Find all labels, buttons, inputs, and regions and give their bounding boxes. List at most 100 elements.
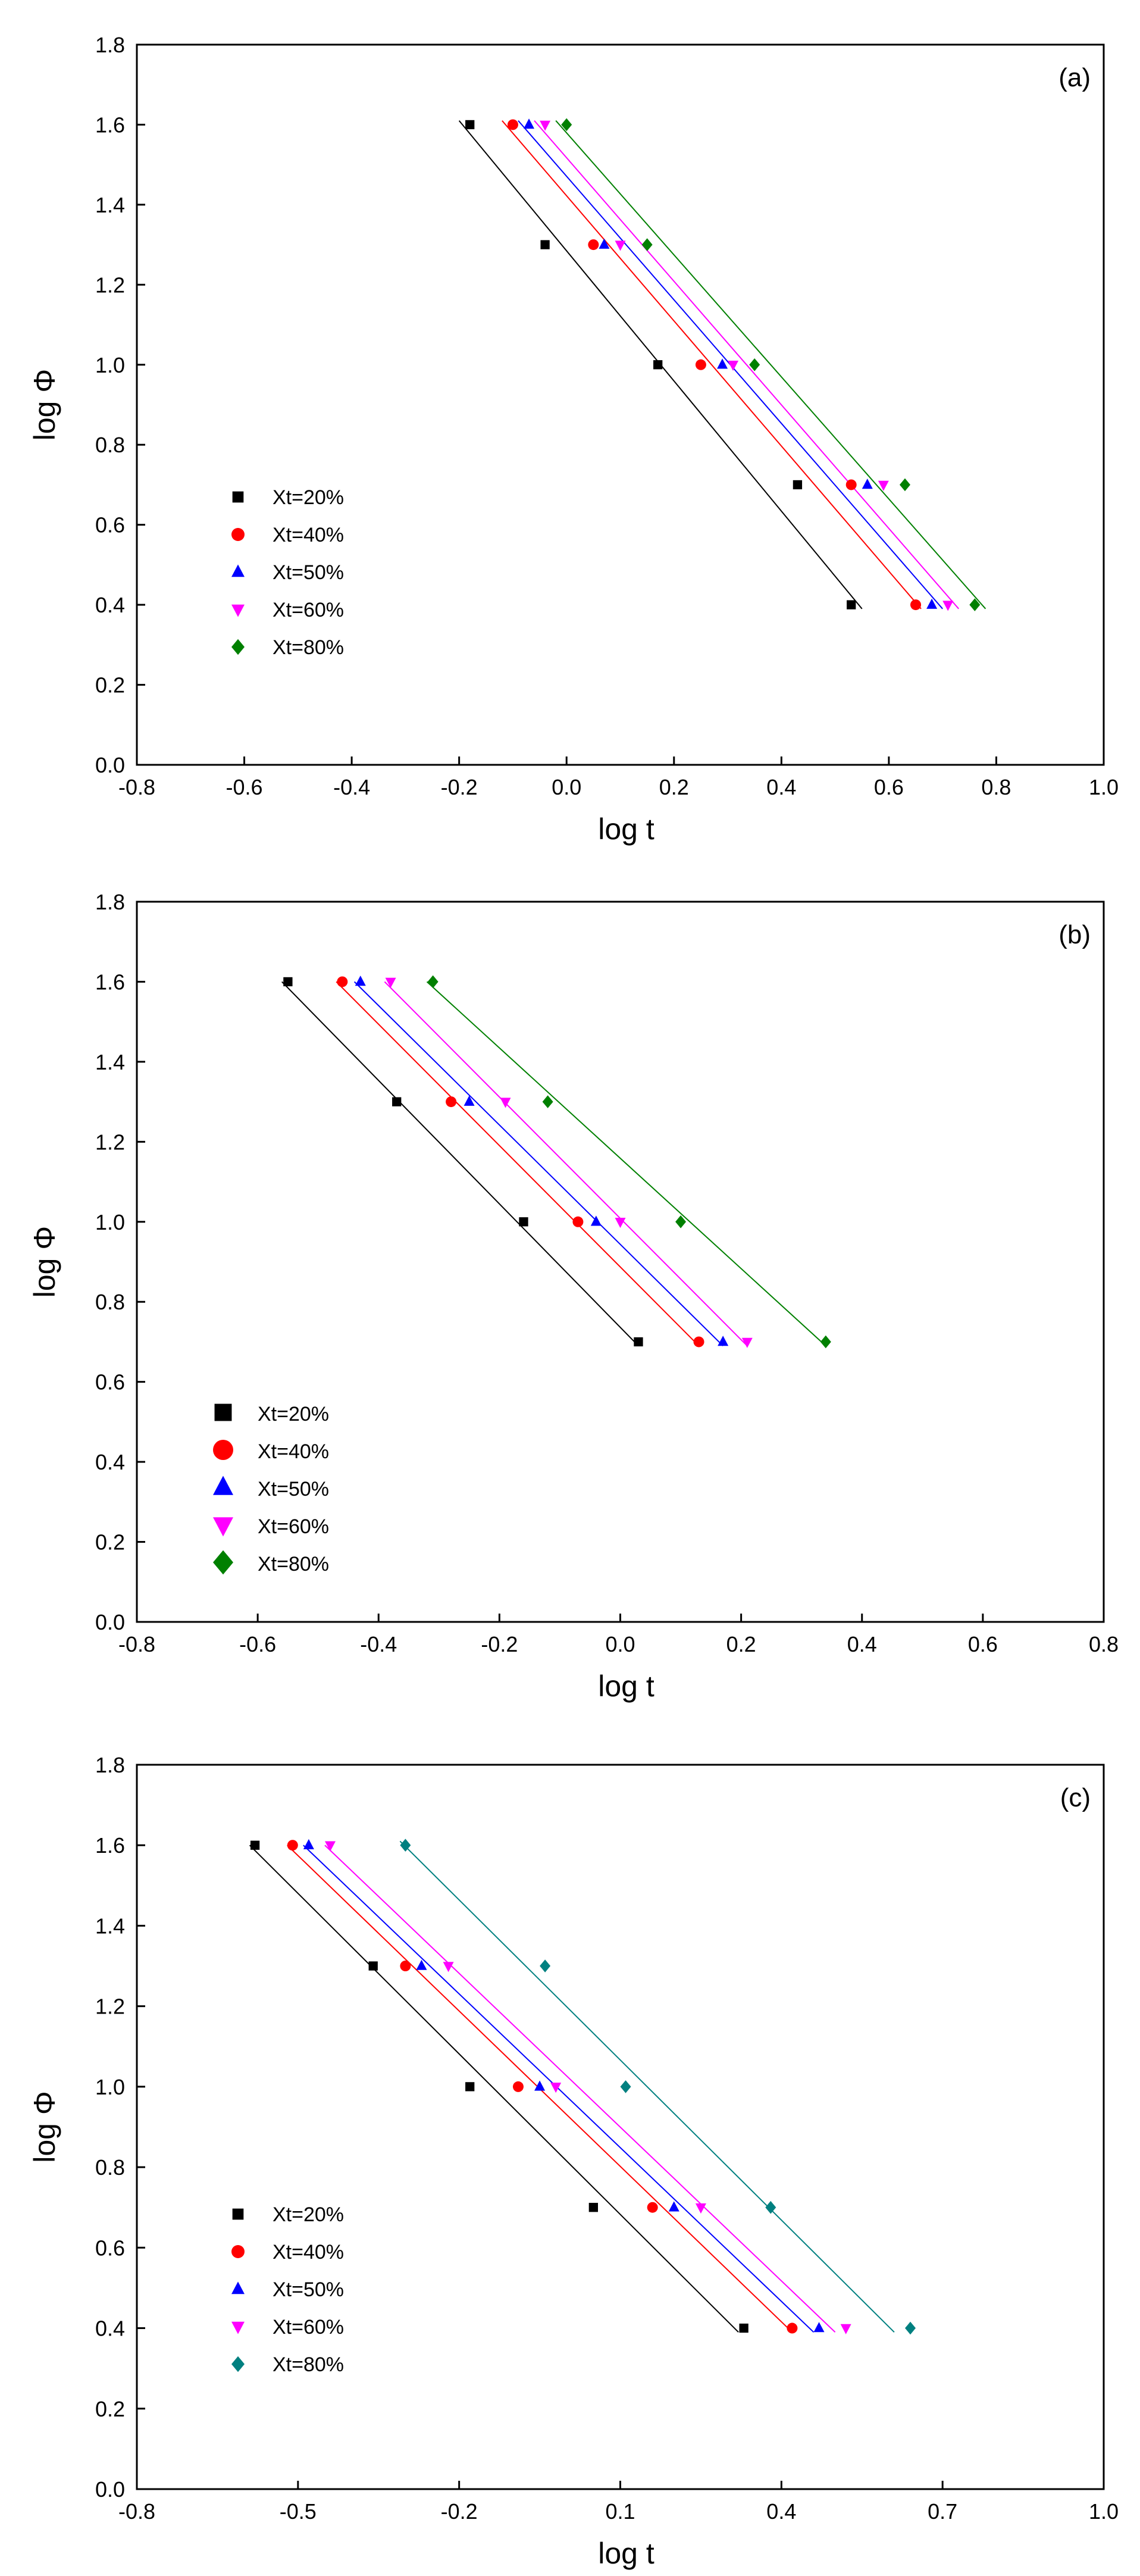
legend-label: Xt=20% [273,486,344,509]
data-point [400,1961,411,1972]
data-point [749,358,760,371]
fit-line [555,120,986,609]
data-point [718,1336,729,1346]
y-tick-label: 1.4 [95,1914,125,1938]
data-point [926,598,938,609]
data-point [325,1841,336,1852]
legend-label: Xt=50% [273,2278,344,2301]
x-tick-label: 0.6 [968,1632,998,1656]
x-tick-label: -0.2 [441,2499,478,2524]
data-point [675,1215,687,1228]
y-tick-label: 1.6 [95,1833,125,1858]
data-point [427,975,439,989]
data-point [416,1959,427,1970]
y-tick-label: 0.6 [95,1370,125,1395]
data-point [668,2201,679,2212]
x-tick-label: -0.4 [360,1632,397,1656]
data-point [561,118,572,132]
legend-marker [231,2281,245,2294]
data-point [599,238,610,249]
fit-line [353,981,724,1346]
legend-marker [214,1403,232,1421]
y-tick-label: 1.2 [95,1994,125,2019]
fit-line [281,981,639,1346]
y-tick-label: 1.2 [95,1130,125,1154]
data-point [840,2324,851,2334]
data-point [942,601,954,611]
data-point [590,1215,602,1226]
x-tick-label: -0.4 [333,775,370,799]
x-tick-label: 0.4 [847,1632,877,1656]
fit-line [534,120,960,609]
x-tick-label: -0.6 [226,775,263,799]
legend-marker [213,1475,233,1495]
x-tick-label: 0.7 [928,2499,957,2524]
data-point [287,1840,298,1851]
data-point [717,358,728,369]
y-tick-label: 0.6 [95,513,125,537]
data-point [540,1959,551,1972]
x-tick-label: 0.0 [605,1632,635,1656]
data-point [392,1097,402,1106]
data-point [534,2080,546,2091]
legend-marker [231,564,245,577]
x-tick-label: -0.5 [280,2499,317,2524]
data-point [465,2082,475,2092]
legend-label: Xt=20% [258,1403,329,1425]
x-tick-label: -0.8 [118,1632,155,1656]
data-point [519,1217,528,1227]
data-point [550,2083,562,2093]
legend-label: Xt=60% [273,2316,344,2339]
data-point [615,1218,626,1228]
legend: Xt=20% Xt=40% Xt=50% Xt=60% Xt=80% [231,2203,344,2376]
data-point [739,2323,748,2333]
legend: Xt=20% Xt=40% Xt=50% Xt=60% Xt=80% [231,486,344,659]
data-point [542,1095,553,1108]
data-point [463,1095,475,1106]
data-point [540,120,551,131]
data-point [641,238,653,251]
legend-label: Xt=80% [273,2353,344,2376]
data-point [765,2200,776,2214]
data-point [524,118,535,129]
y-tick-label: 0.0 [95,1610,125,1634]
fit-line [303,1845,815,2333]
legend-marker [213,1517,233,1537]
legend-marker [231,2321,245,2334]
data-point [355,976,366,986]
y-tick-label: 0.6 [95,2236,125,2260]
data-point [820,1335,831,1349]
y-tick-label: 1.2 [95,273,125,297]
data-point [899,478,910,492]
legend-label: Xt=50% [273,561,344,584]
y-tick-label: 1.8 [95,890,125,914]
y-tick-label: 1.6 [95,112,125,137]
legend-marker [213,1550,233,1575]
legend-label: Xt=80% [258,1553,329,1575]
x-tick-label: 1.0 [1089,775,1119,799]
panel-label: (a) [1058,63,1091,92]
y-tick-label: 0.4 [95,1450,125,1474]
legend-marker [213,1440,233,1460]
x-axis-label: log t [598,2537,654,2570]
y-tick-label: 1.4 [95,1050,125,1074]
data-point [695,359,706,370]
data-point [500,1098,511,1108]
legend-label: Xt=80% [273,636,344,659]
x-tick-label: -0.8 [118,775,155,799]
y-tick-label: 1.4 [95,193,125,217]
x-tick-label: -0.8 [118,2499,155,2524]
data-point [878,480,889,491]
plot-frame [136,43,1105,766]
data-point [400,1839,411,1852]
data-point [250,1840,260,1850]
chart-panel-2: -0.8 -0.6 -0.4 -0.2 0.0 0.2 0.4 0.6 0.8 0.0 0.2 0.4… [28,890,1119,1703]
data-point [615,240,626,251]
fit-line [249,1845,739,2333]
data-point [905,2321,916,2335]
data-point [695,2203,706,2214]
data-point [465,120,475,130]
data-point [540,240,550,249]
data-point [620,2080,631,2093]
x-axis-label: log t [598,812,654,846]
